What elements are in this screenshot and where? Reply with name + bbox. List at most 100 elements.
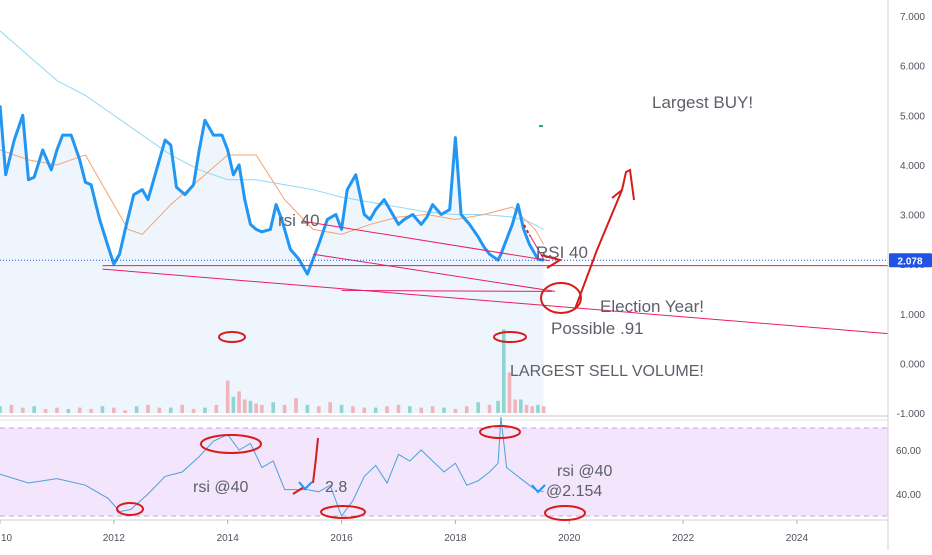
volume-bar xyxy=(271,402,276,413)
volume-bar xyxy=(248,400,253,413)
volume-bar xyxy=(536,404,540,413)
volume-bar xyxy=(225,380,230,413)
middle-trend-line xyxy=(313,253,556,292)
check-mark xyxy=(531,484,546,494)
stroke-mark xyxy=(312,437,319,484)
annotation-largest-buy: Largest BUY! xyxy=(652,93,753,112)
ema-fast-line xyxy=(0,149,545,245)
circle-mark xyxy=(320,505,366,519)
circle-mark xyxy=(544,505,586,521)
annotation-at-2-154: @2.154 xyxy=(546,483,602,500)
volume-bar xyxy=(180,404,184,413)
descending-trend-line xyxy=(102,268,889,335)
circle-mark xyxy=(116,502,144,516)
annotation-2-8: 2.8 xyxy=(325,479,347,496)
volume-bar xyxy=(254,403,258,413)
time-tick-label: 10 xyxy=(1,533,13,544)
volume-bar xyxy=(487,404,492,413)
circle-mark xyxy=(540,282,582,314)
rsi-tick-label: 60.00 xyxy=(896,446,921,457)
volume-bar xyxy=(339,404,344,413)
volume-bar xyxy=(496,400,500,413)
volume-bar xyxy=(203,407,207,413)
upper-trend-line xyxy=(301,220,550,262)
volume-bar xyxy=(77,407,82,413)
circle-mark xyxy=(200,434,262,454)
stroke-mark xyxy=(292,486,305,495)
time-tick-label: 2018 xyxy=(444,533,467,544)
volume-bar xyxy=(453,408,458,413)
volume-bar xyxy=(419,407,424,413)
volume-bar xyxy=(242,399,247,413)
volume-bar xyxy=(294,398,298,413)
volume-bar xyxy=(20,407,25,413)
circle-mark xyxy=(479,425,521,439)
volume-bar xyxy=(146,404,150,413)
rsi-line xyxy=(0,416,544,518)
volume-bar xyxy=(476,402,480,413)
volume-bar xyxy=(43,408,48,413)
annotation-possible-91: Possible .91 xyxy=(551,319,644,338)
volume-bar xyxy=(513,399,517,413)
ema-slow-line xyxy=(0,30,544,230)
volume-bar xyxy=(507,372,512,413)
price-tick-label: 3.000 xyxy=(900,211,925,222)
annotation-rsi-at-40-left: rsi @40 xyxy=(193,479,248,496)
price-axis[interactable]: 7.0006.0005.0004.0003.0002.0001.0000.000… xyxy=(897,12,926,420)
price-tick-label: 4.000 xyxy=(900,161,925,172)
volume-bar xyxy=(328,402,332,413)
volume-bar xyxy=(55,407,59,413)
volume-bar xyxy=(32,406,36,413)
price-tick-label: 0.000 xyxy=(900,359,925,370)
time-tick-label: 2016 xyxy=(330,533,353,544)
horizontal-line xyxy=(341,289,553,292)
volume-bar xyxy=(316,406,321,413)
time-axis[interactable]: 10 2012 2014 2016 2018 2020 2022 2024 xyxy=(0,520,808,544)
rsi-axis[interactable]: 60.00 40.00 xyxy=(896,446,921,501)
volume-bar xyxy=(260,404,264,413)
annotation-rsi-at-40-right: rsi @40 xyxy=(557,463,612,480)
time-tick-label: 2014 xyxy=(217,533,240,544)
volume-bar xyxy=(519,399,523,413)
volume-bar xyxy=(214,404,219,413)
volume-bar xyxy=(237,391,241,413)
volume-bar xyxy=(408,406,412,413)
volume-bars xyxy=(0,329,546,413)
volume-bar xyxy=(442,407,446,413)
volume-bar xyxy=(231,396,236,413)
stroke-mark xyxy=(523,224,531,237)
time-tick-label: 2020 xyxy=(558,533,581,544)
volume-bar xyxy=(168,407,173,413)
circle-mark xyxy=(493,331,527,343)
volume-bar xyxy=(191,408,196,413)
volume-bar xyxy=(123,410,128,413)
volume-bar xyxy=(305,404,310,413)
arrow-mark xyxy=(574,168,635,310)
last-price-badge: 2.078 xyxy=(889,253,932,268)
volume-bar xyxy=(89,408,93,413)
volume-bar xyxy=(430,406,435,413)
volume-bar xyxy=(396,404,401,413)
price-tick-label: 6.000 xyxy=(900,62,925,73)
volume-bar xyxy=(501,329,506,413)
volume-bar xyxy=(541,406,546,413)
price-tick-label: 7.000 xyxy=(900,12,925,23)
annotation-rsi-40-left: rsi 40 xyxy=(278,211,320,230)
volume-bar xyxy=(282,404,287,413)
volume-bar xyxy=(373,407,378,413)
time-tick-label: 2012 xyxy=(103,533,126,544)
rsi-tick-label: 40.00 xyxy=(896,490,921,501)
volume-bar xyxy=(385,406,389,413)
annotation-election-year: Election Year! xyxy=(600,297,704,316)
stroke-mark xyxy=(540,254,563,269)
time-tick-label: 2024 xyxy=(786,533,809,544)
price-pane xyxy=(0,30,889,413)
last-price-value: 2.078 xyxy=(897,256,922,267)
time-tick-label: 2022 xyxy=(672,533,695,544)
volume-bar xyxy=(66,408,71,413)
rsi-pane xyxy=(0,416,888,518)
volume-bar xyxy=(530,406,535,413)
price-tick-label: -1.000 xyxy=(897,409,926,420)
volume-bar xyxy=(112,407,116,413)
